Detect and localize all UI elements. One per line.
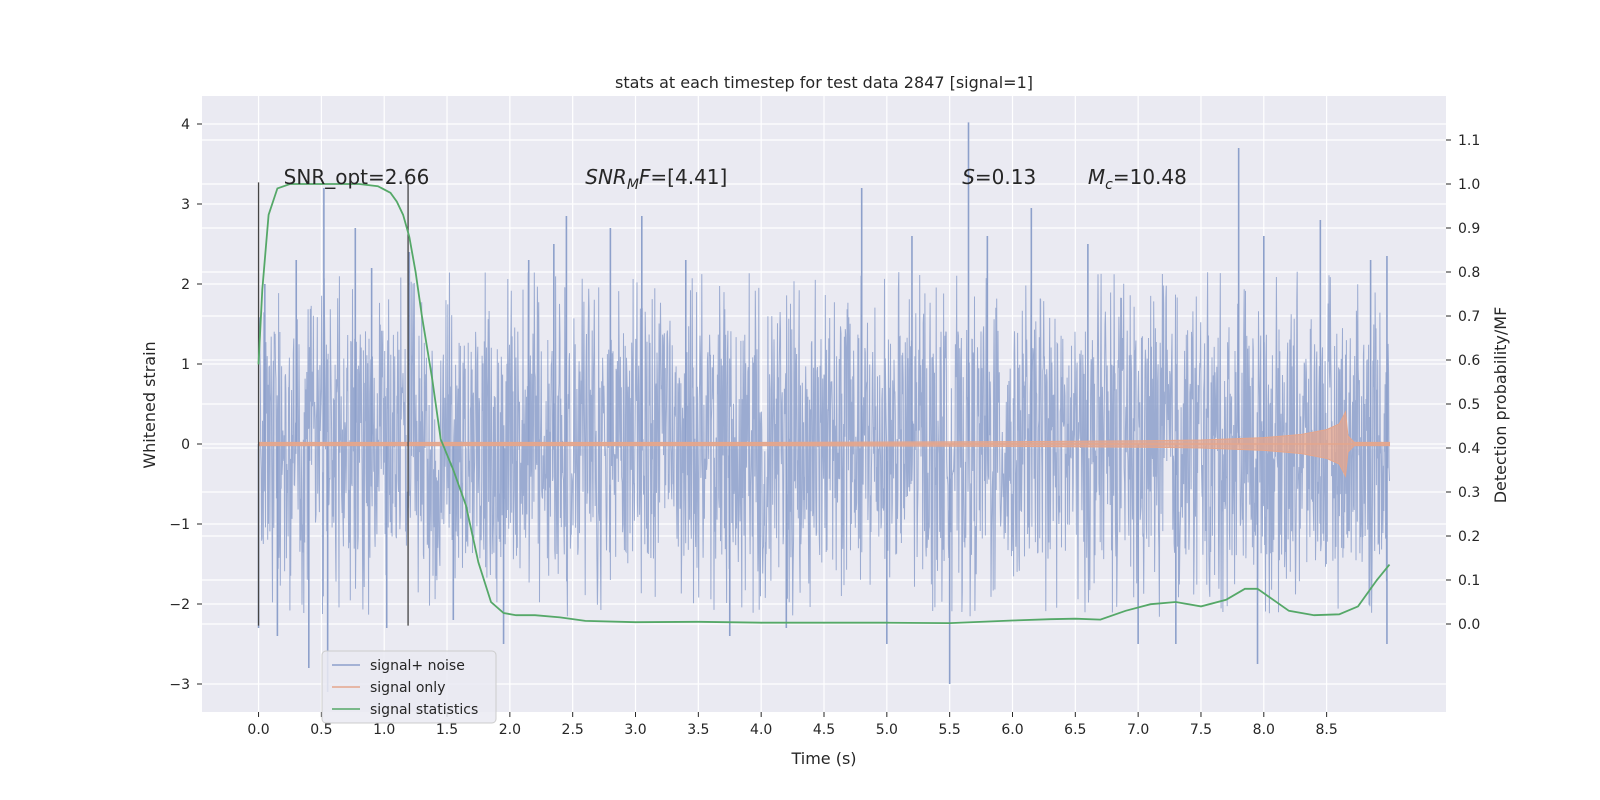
- vertical-markers: [257, 182, 409, 626]
- x-tick-label: 4.5: [813, 722, 835, 738]
- series-signal-only: [258, 410, 1390, 478]
- annotation-text: Mc=10.48: [1088, 165, 1187, 193]
- annotation-value: =10.48: [1113, 165, 1187, 189]
- y-right-tick-label: 0.3: [1458, 485, 1480, 501]
- signal-statistics-line: [257, 183, 1391, 625]
- x-axis-label: Time (s): [790, 749, 856, 768]
- y-left-tick-label: 4: [181, 117, 190, 133]
- x-tick-label: 8.5: [1315, 722, 1337, 738]
- annotation-italic: M: [1088, 165, 1105, 189]
- x-tick-label: 5.5: [939, 722, 961, 738]
- annotation-value: =[4.41]: [650, 165, 727, 189]
- x-tick-label: 5.0: [876, 722, 898, 738]
- y-left-tick-label: −1: [169, 517, 190, 533]
- legend-box: [321, 650, 497, 724]
- y-left-axis-label: Whitened strain: [140, 341, 159, 468]
- legend-label-signal-only: signal only: [370, 680, 445, 696]
- annotation-text: SNRMF=[4.41]: [585, 165, 727, 193]
- x-tick-label: 2.0: [499, 722, 521, 738]
- annotation-value: =0.13: [975, 165, 1036, 189]
- y-right-axis-ticks: 0.0 0.1 0.2 0.3 0.4 0.5 0.6 0.7 0.8 0.9 1.0 1.1: [1446, 133, 1480, 633]
- y-right-axis-label: Detection probability/MF: [1491, 307, 1510, 504]
- annotation-text: S=0.13: [962, 165, 1036, 189]
- chart-title: stats at each timestep for test data 284…: [615, 73, 1033, 92]
- x-tick-label: 0.5: [310, 722, 332, 738]
- y-right-tick-label: 1.0: [1458, 177, 1480, 193]
- y-right-tick-label: 0.1: [1458, 573, 1480, 589]
- annotation-italic: S: [962, 165, 975, 189]
- y-right-tick-label: 0.7: [1458, 309, 1480, 325]
- y-right-tick-label: 0.8: [1458, 265, 1480, 281]
- annotations: SNR_opt=2.66 SNRMF=[4.41] S=0.13 Mc=10.48: [284, 165, 1187, 193]
- x-tick-label: 0.0: [247, 722, 269, 738]
- y-left-tick-label: 3: [181, 197, 190, 213]
- series-signal-statistics: [257, 183, 1391, 625]
- y-left-axis-ticks: −3 −2 −1 0 1 2 3 4: [169, 117, 202, 693]
- x-tick-label: 1.5: [436, 722, 458, 738]
- x-tick-label: 6.5: [1064, 722, 1086, 738]
- y-right-tick-label: 0.0: [1458, 617, 1480, 633]
- y-left-tick-label: 1: [181, 357, 190, 373]
- y-right-tick-label: 0.6: [1458, 353, 1480, 369]
- y-right-tick-label: 0.2: [1458, 529, 1480, 545]
- x-tick-label: 4.0: [750, 722, 772, 738]
- y-right-tick-label: 0.4: [1458, 441, 1480, 457]
- x-tick-label: 8.0: [1253, 722, 1275, 738]
- y-right-tick-label: 0.5: [1458, 397, 1480, 413]
- y-left-tick-label: −3: [169, 677, 190, 693]
- series-signal-noise: [257, 122, 1390, 692]
- legend: signal+ noise signal only signal statist…: [321, 650, 497, 724]
- legend-label-signal-noise: signal+ noise: [370, 658, 465, 674]
- annotation-subscript: c: [1105, 177, 1113, 193]
- x-tick-label: 7.0: [1127, 722, 1149, 738]
- x-tick-label: 7.5: [1190, 722, 1212, 738]
- y-right-tick-label: 1.1: [1458, 133, 1480, 149]
- x-tick-label: 2.5: [562, 722, 584, 738]
- x-tick-label: 6.0: [1001, 722, 1023, 738]
- y-left-tick-label: 2: [181, 277, 190, 293]
- x-tick-label: 1.0: [373, 722, 395, 738]
- annotation-subscript: M: [627, 177, 639, 193]
- x-tick-label: 3.5: [687, 722, 709, 738]
- y-left-tick-label: −2: [169, 597, 190, 613]
- annotation-text: SNR_opt=2.66: [284, 165, 430, 189]
- y-right-tick-label: 0.9: [1458, 221, 1480, 237]
- legend-label-signal-statistics: signal statistics: [370, 702, 478, 718]
- x-axis-ticks: 0.0 0.5 1.0 1.5 2.0 2.5 3.0 3.5 4.0 4.5 5.0 5.5 6.0 6…: [247, 712, 1338, 738]
- x-tick-label: 3.0: [624, 722, 646, 738]
- annotation-italic: F: [639, 165, 651, 189]
- y-left-tick-label: 0: [181, 437, 190, 453]
- signal-noise-line: [258, 271, 1390, 617]
- annotation-italic: SNR: [585, 165, 627, 189]
